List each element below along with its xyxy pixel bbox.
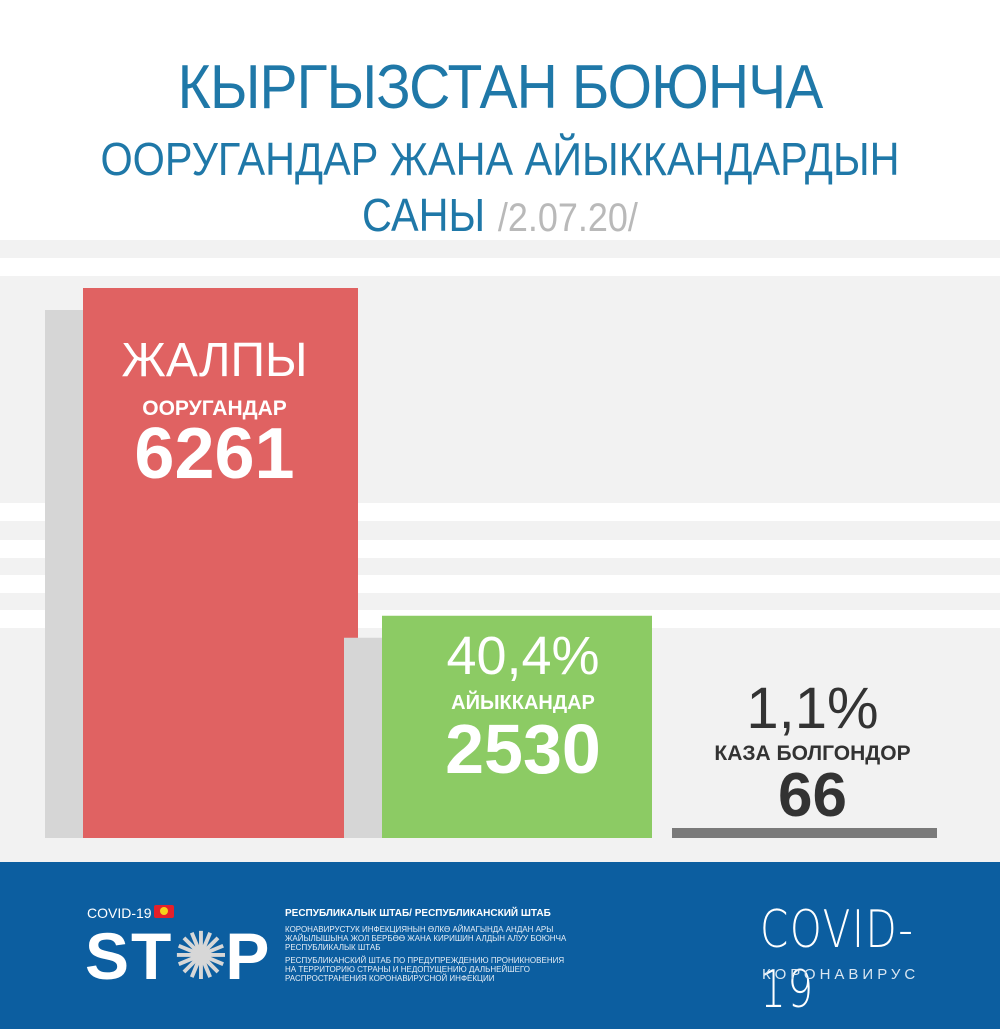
title-line-1: КЫРГЫЗСТАН БОЮНЧА <box>177 53 824 122</box>
title-date: /2.07.20/ <box>497 196 638 240</box>
stop-logo-p: P <box>225 919 272 993</box>
bar-1 <box>83 288 358 838</box>
bar-label: ООРУГАНДАР <box>142 397 287 420</box>
coronavirus-label: КОРОНАВИРУС <box>762 966 920 983</box>
title-line-3: САНЫ/2.07.20/ <box>50 188 950 242</box>
bar-percent-label: 40,4% <box>446 626 599 686</box>
bar-value-label: 2530 <box>445 710 601 788</box>
bar-shadow <box>344 637 384 838</box>
background-stripe <box>0 258 1000 276</box>
title-line-2: ООРУГАНДАР ЖАНА АЙЫККАНДАРДЫН <box>100 133 900 185</box>
covid-small-label: COVID-19 <box>87 905 152 921</box>
stop-logo: ST✺P <box>85 918 271 995</box>
covid-19-label: COVID-19 <box>760 900 915 1020</box>
bar-2 <box>382 615 652 838</box>
shtab-text-kg: КОРОНАВИРУСТУК ИНФЕКЦИЯНЫН ӨЛКӨ АЙМАГЫНД… <box>285 925 567 952</box>
shtab-title: РЕСПУБЛИКАЛЫК ШТАБ/ РЕСПУБЛИКАНСКИЙ ШТАБ <box>285 908 551 919</box>
bar-value-label: 6261 <box>134 414 294 494</box>
title-block: КЫРГЫЗСТАН БОЮНЧА ООРУГАНДАР ЖАНА АЙЫККА… <box>0 0 1000 242</box>
footer <box>0 862 1000 1029</box>
stop-logo-st: ST <box>85 919 174 993</box>
bar-percent-label: 1,1% <box>746 676 878 741</box>
bar-value-label: 66 <box>778 761 847 830</box>
bar-shadow <box>45 310 85 838</box>
bar-label: КАЗА БОЛГОНДОР <box>714 742 910 765</box>
kyrgyz-flag-icon <box>154 905 174 918</box>
title-line-3-text: САНЫ <box>362 189 486 241</box>
virus-icon: ✺ <box>173 919 231 993</box>
bar-3 <box>672 828 937 838</box>
shtab-text-ru: РЕСПУБЛИКАНСКИЙ ШТАБ ПО ПРЕДУПРЕЖДЕНИЮ П… <box>285 956 565 983</box>
bar-label: АЙЫККАНДАР <box>451 690 595 714</box>
bar-heading: ЖАЛПЫ <box>122 334 308 387</box>
